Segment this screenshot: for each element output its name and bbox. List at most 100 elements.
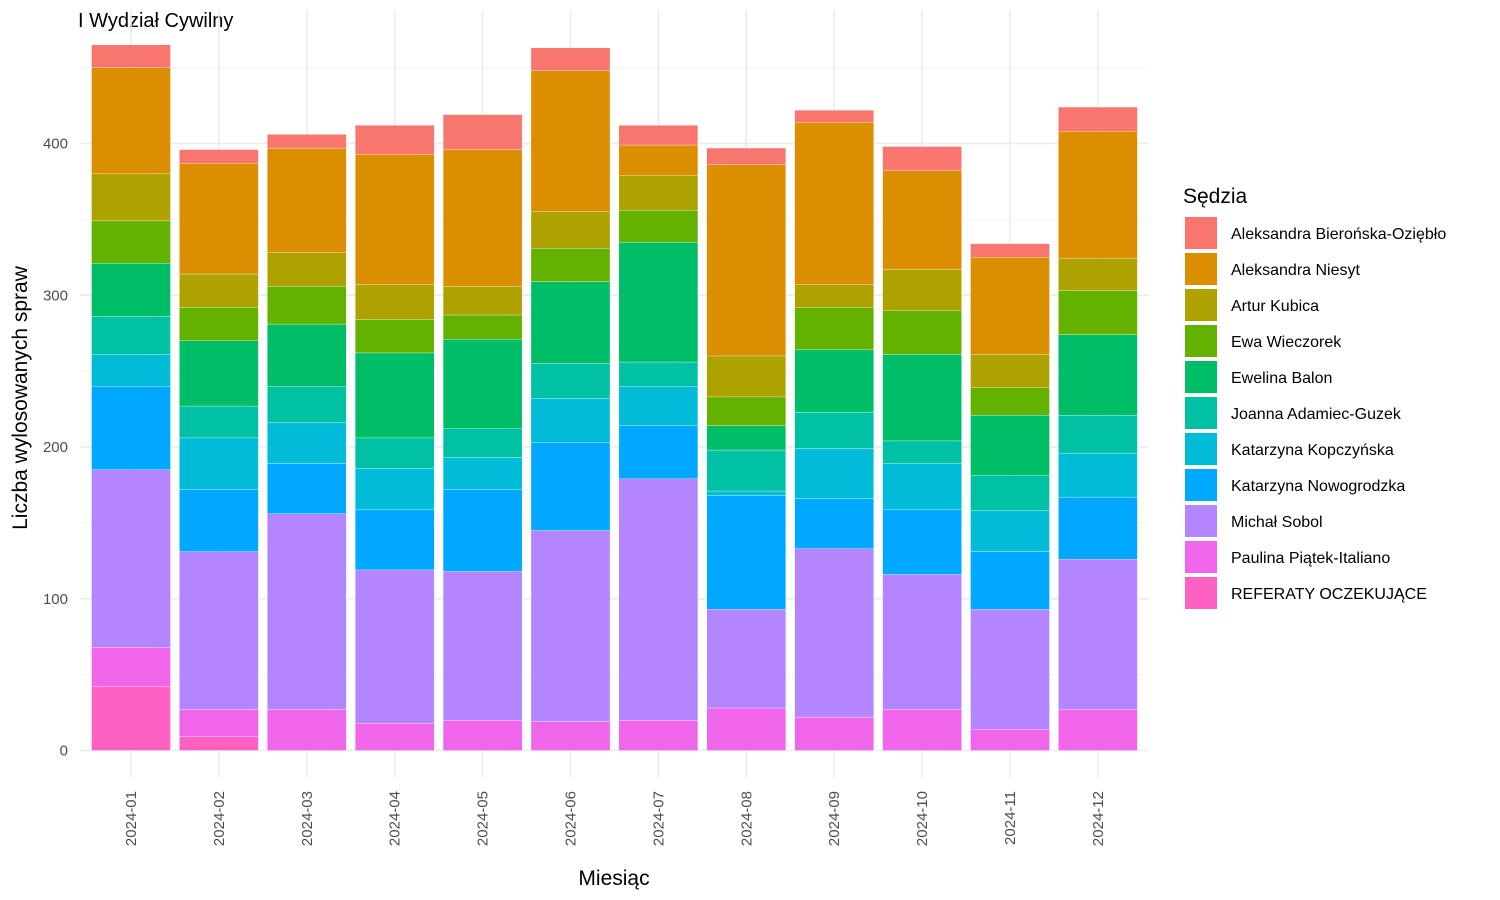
bar-segment (794, 716, 874, 751)
legend-swatch (1185, 505, 1217, 537)
bar-segment (1058, 496, 1138, 560)
legend-label: Ewelina Balon (1231, 370, 1332, 387)
bar-segment (706, 355, 786, 398)
bar-segment (882, 310, 962, 355)
x-tick-label: 2024-10 (914, 791, 931, 846)
legend-item: Paulina Piątek-Italiano (1185, 541, 1390, 573)
bar-segment (794, 109, 874, 123)
legend-swatch (1185, 289, 1217, 321)
bar-segment (442, 339, 523, 429)
bars (91, 44, 1138, 751)
x-tick-label: 2024-03 (299, 791, 316, 846)
bar-segment (530, 363, 611, 399)
bar-segment (706, 425, 786, 451)
legend-item: Artur Kubica (1185, 289, 1319, 321)
bar-segment (355, 468, 435, 510)
bar-segment (179, 709, 259, 737)
bar-segment (442, 114, 523, 150)
bar-segment (794, 498, 874, 549)
y-axis-title: Liczba wylosowanych spraw (9, 265, 32, 530)
x-tick-label: 2024-09 (826, 791, 843, 846)
bar-segment (267, 252, 347, 287)
bar-segment (1058, 106, 1138, 132)
legend-item: Ewa Wieczorek (1185, 325, 1342, 357)
chart-title: I Wydział Cywilny (78, 10, 233, 32)
bar-segment (1058, 334, 1138, 416)
x-tick-label: 2024-07 (650, 791, 667, 846)
bar-segment (794, 307, 874, 351)
bar-segment (355, 723, 435, 751)
bar-segment (882, 574, 962, 710)
x-tick-label: 2024-05 (475, 791, 492, 846)
legend-item: Ewelina Balon (1185, 361, 1332, 393)
bar-segment (179, 736, 259, 751)
y-tick-label: 100 (43, 591, 68, 608)
bar-segment (267, 386, 347, 423)
legend-swatch (1185, 217, 1217, 249)
legend-label: REFERATY OCZEKUJĄCE (1231, 586, 1427, 603)
bar-segment (355, 284, 435, 320)
bar-segment (442, 149, 523, 287)
bar-segment (91, 354, 171, 387)
bar-segment (618, 386, 699, 426)
bar-segment (970, 243, 1050, 258)
bar-segment (794, 349, 874, 413)
bar-segment (706, 449, 786, 492)
legend-item: REFERATY OCZEKUJĄCE (1185, 577, 1427, 609)
bar-segment (355, 569, 435, 724)
bar-segment (970, 414, 1050, 476)
x-axis-title: Miesiąc (578, 867, 649, 890)
bar-segment (91, 44, 171, 68)
bar-segment (179, 551, 259, 710)
y-tick-label: 400 (43, 136, 68, 153)
x-tick-label: 2024-12 (1090, 791, 1107, 846)
bar-segment (442, 428, 523, 458)
legend-swatch (1185, 361, 1217, 393)
bar-segment (970, 510, 1050, 552)
bar-segment (91, 173, 171, 222)
legend-label: Michał Sobol (1231, 514, 1323, 531)
bar-segment (1058, 258, 1138, 291)
legend-item: Michał Sobol (1185, 505, 1323, 537)
legend-item: Katarzyna Nowogrodzka (1185, 469, 1405, 501)
bar-segment (882, 463, 962, 510)
bar-segment (706, 147, 786, 165)
bar-segment (970, 387, 1050, 416)
x-tick-label: 2024-02 (211, 791, 228, 846)
bar-segment (91, 263, 171, 317)
bar-segment (618, 361, 699, 387)
bar-segment (706, 707, 786, 751)
x-tick-label: 2024-11 (1002, 791, 1019, 845)
bar-segment (267, 709, 347, 751)
bar-segment (794, 448, 874, 499)
legend-label: Ewa Wieczorek (1231, 334, 1342, 351)
bar-segment (618, 720, 699, 751)
y-tick-label: 200 (43, 439, 68, 456)
bar-segment (442, 489, 523, 572)
bar-segment (618, 125, 699, 146)
legend-item: Joanna Adamiec-Guzek (1185, 397, 1402, 429)
bar-segment (618, 175, 699, 211)
bar-segment (355, 125, 435, 155)
bar-segment (882, 269, 962, 311)
bar-segment (530, 47, 611, 71)
bar-segment (970, 354, 1050, 388)
bar-segment (794, 122, 874, 285)
legend-swatch (1185, 433, 1217, 465)
bar-segment (706, 396, 786, 426)
bar-segment (442, 285, 523, 316)
bar-segment (794, 548, 874, 718)
legend-label: Artur Kubica (1231, 298, 1319, 315)
bar-segment (355, 437, 435, 469)
bar-segment (530, 70, 611, 212)
bar-segment (1058, 414, 1138, 454)
legend-label: Paulina Piątek-Italiano (1231, 550, 1390, 567)
bar-segment (970, 609, 1050, 730)
legend-swatch (1185, 469, 1217, 501)
legend-item: Aleksandra Bierońska-Oziębło (1185, 217, 1446, 249)
bar-segment (882, 709, 962, 751)
bar-segment (179, 307, 259, 341)
legend-label: Aleksandra Niesyt (1231, 262, 1361, 279)
bar-segment (882, 509, 962, 575)
